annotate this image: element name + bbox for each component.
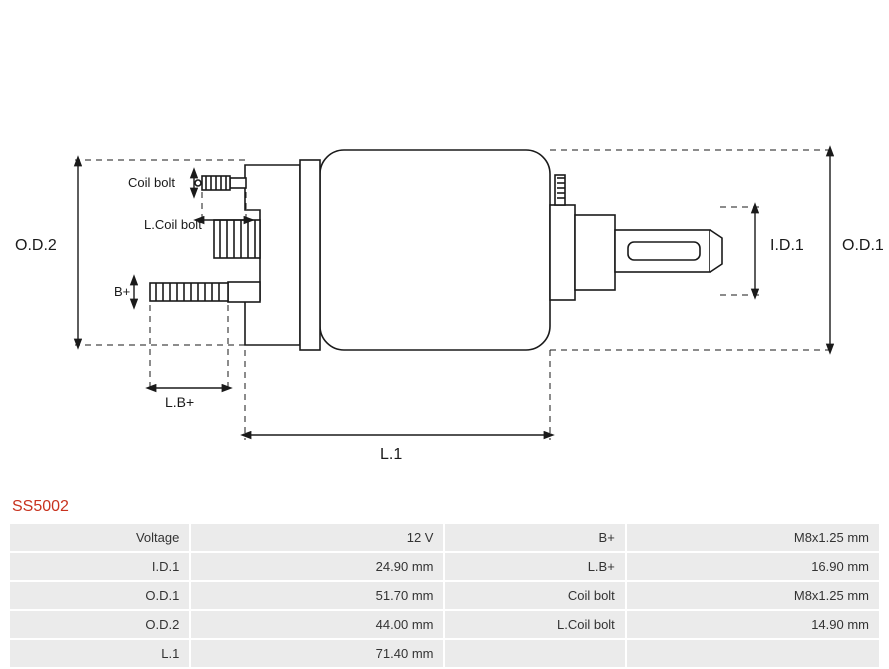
label-coilbolt: Coil bolt xyxy=(128,175,175,190)
technical-drawing: O.D.2 O.D.1 I.D.1 L.1 L.B+ B+ Coil bolt … xyxy=(0,0,889,490)
table-row: Voltage 12 V B+ M8x1.25 mm xyxy=(10,524,879,551)
label-bplus: B+ xyxy=(114,284,130,299)
table-row: I.D.1 24.90 mm L.B+ 16.90 mm xyxy=(10,553,879,580)
spec-table: Voltage 12 V B+ M8x1.25 mm I.D.1 24.90 m… xyxy=(8,522,881,669)
spec-value: 44.00 mm xyxy=(191,611,443,638)
spec-value xyxy=(627,640,879,667)
spec-label: O.D.2 xyxy=(10,611,189,638)
label-lbplus: L.B+ xyxy=(165,394,194,410)
label-id1: I.D.1 xyxy=(770,237,804,255)
spec-label: L.B+ xyxy=(445,553,624,580)
spec-label: I.D.1 xyxy=(10,553,189,580)
label-lcoilbolt: L.Coil bolt xyxy=(144,217,202,232)
spec-value: 71.40 mm xyxy=(191,640,443,667)
spec-label: O.D.1 xyxy=(10,582,189,609)
spec-value: 14.90 mm xyxy=(627,611,879,638)
spec-label: B+ xyxy=(445,524,624,551)
spec-value: M8x1.25 mm xyxy=(627,524,879,551)
spec-value: 12 V xyxy=(191,524,443,551)
spec-table-body: Voltage 12 V B+ M8x1.25 mm I.D.1 24.90 m… xyxy=(10,524,879,667)
spec-value: 51.70 mm xyxy=(191,582,443,609)
spec-value: M8x1.25 mm xyxy=(627,582,879,609)
label-od1: O.D.1 xyxy=(842,237,884,255)
table-row: L.1 71.40 mm xyxy=(10,640,879,667)
label-od2: O.D.2 xyxy=(15,237,57,255)
label-l1: L.1 xyxy=(380,446,402,464)
table-row: O.D.2 44.00 mm L.Coil bolt 14.90 mm xyxy=(10,611,879,638)
spec-label: L.1 xyxy=(10,640,189,667)
spec-label: Voltage xyxy=(10,524,189,551)
part-code: SS5002 xyxy=(12,498,69,516)
spec-label: Coil bolt xyxy=(445,582,624,609)
spec-value: 16.90 mm xyxy=(627,553,879,580)
spec-label: L.Coil bolt xyxy=(445,611,624,638)
table-row: O.D.1 51.70 mm Coil bolt M8x1.25 mm xyxy=(10,582,879,609)
drawing-svg xyxy=(0,0,889,490)
spec-label xyxy=(445,640,624,667)
spec-value: 24.90 mm xyxy=(191,553,443,580)
